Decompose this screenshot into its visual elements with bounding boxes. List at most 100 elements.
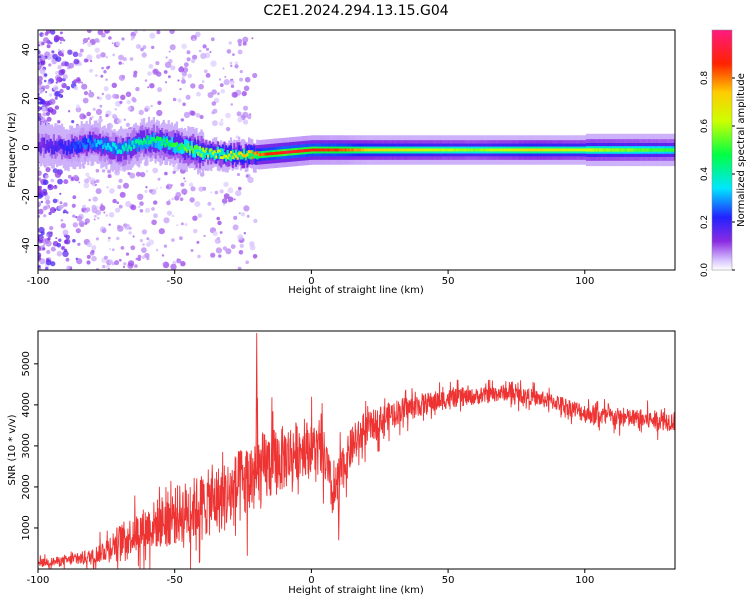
- spectrogram-noise-cell: [89, 59, 93, 63]
- snr-y-tick-label: 3000: [21, 433, 32, 458]
- spectrogram-ridge-cell: [467, 148, 470, 152]
- spectrogram-ridge-cell: [413, 148, 416, 152]
- spectrogram-ridge-cell: [229, 154, 233, 162]
- spectrogram-ridge-cell: [83, 145, 87, 150]
- spectrogram-noise-cell: [238, 42, 242, 47]
- spectrogram-ridge-cell: [141, 140, 144, 151]
- spectrogram-noise-cell: [82, 204, 86, 209]
- spectrogram-ridge-cell: [106, 143, 110, 148]
- spectrogram-noise-cell: [82, 97, 89, 104]
- spectrogram-noise-cell: [42, 179, 49, 186]
- spectrogram-ridge-cell: [546, 148, 549, 152]
- spectrogram-ridge-cell: [357, 148, 361, 152]
- spectrogram-ridge-cell: [243, 148, 246, 156]
- spectrogram-noise-cell: [51, 50, 55, 54]
- spectrogram-ridge-cell: [218, 149, 221, 153]
- spectrogram-ridge-cell: [513, 148, 516, 152]
- spectrogram-noise-cell: [150, 104, 153, 108]
- spectrogram-noise-cell: [117, 225, 124, 232]
- spectrogram-noise-cell: [223, 181, 229, 188]
- spectrogram-noise-cell: [190, 186, 196, 192]
- spectrogram-ridge-cell: [338, 148, 341, 152]
- spectrogram-ridge-cell: [261, 153, 264, 156]
- spectrogram-ridge-cell: [623, 148, 626, 152]
- spectrogram-y-tick-label: 0: [21, 144, 32, 150]
- spectrogram-noise-cell: [235, 135, 239, 139]
- spectrogram-noise-cell: [190, 83, 196, 89]
- spectrogram-noise-cell: [63, 202, 68, 207]
- spectrogram-noise-cell: [155, 187, 158, 190]
- spectrogram-ridge-cell: [203, 151, 206, 158]
- spectrogram-noise-cell: [40, 200, 43, 204]
- spectrogram-ridge-cell: [236, 156, 239, 160]
- spectrogram-ridge-cell: [556, 148, 559, 152]
- spectrogram-noise-cell: [118, 54, 124, 61]
- spectrogram-ridge-cell: [490, 148, 493, 152]
- spectrogram-ridge-cell: [262, 152, 265, 156]
- spectrogram-noise-cell: [56, 76, 63, 83]
- spectrogram-noise-cell: [232, 53, 235, 56]
- spectrogram-ridge-cell: [382, 148, 385, 152]
- spectrogram-noise-cell: [184, 180, 187, 183]
- spectrogram-noise-cell: [181, 188, 188, 195]
- spectrogram-noise-cell: [95, 74, 98, 77]
- spectrogram-noise-cell: [247, 115, 252, 120]
- snr-y-ticks: 1000 2000 3000 4000 5000: [21, 351, 38, 541]
- spectrogram-noise-cell: [67, 174, 72, 179]
- spectrogram-ridge-cell: [56, 141, 59, 146]
- spectrogram-noise-cell: [170, 65, 176, 71]
- spectrogram-noise-cell: [94, 47, 100, 53]
- spectrogram-noise-cell: [38, 105, 41, 112]
- spectrogram-ridge-cell: [633, 148, 636, 152]
- spectrogram-ridge-cell: [203, 149, 206, 153]
- spectrogram-ridge-cell: [441, 148, 444, 152]
- spectrogram-ridge-cell: [52, 134, 55, 152]
- spectrogram-ridge-cell: [433, 148, 436, 152]
- spectrogram-ridge-cell: [423, 148, 426, 152]
- spectrogram-ridge-cell: [561, 148, 564, 152]
- spectrogram-ridge-cell: [431, 148, 434, 152]
- spectrogram-ridge-cell: [528, 148, 531, 152]
- spectrogram-noise-cell: [38, 208, 44, 215]
- spectrogram-ridge-cell: [630, 148, 633, 152]
- spectrogram-noise-cell: [85, 207, 91, 213]
- spectrogram-ridge-cell: [139, 139, 142, 149]
- spectrogram-ridge-cell: [180, 144, 183, 155]
- spectrogram-noise-cell: [52, 198, 58, 204]
- spectrogram-noise-cell: [72, 222, 79, 228]
- spectrogram-ridge-cell: [325, 148, 328, 152]
- spectrogram-ridge-cell: [344, 148, 347, 152]
- spectrogram-noise-cell: [54, 184, 57, 188]
- spectrogram-ridge-cell: [543, 148, 546, 152]
- spectrogram-noise-cell: [197, 254, 201, 259]
- spectrogram-noise-cell: [221, 198, 228, 204]
- spectrogram-noise-cell: [45, 111, 51, 116]
- spectrogram-noise-cell: [93, 218, 96, 221]
- spectrogram-ridge-cell: [395, 148, 398, 152]
- spectrogram-noise-cell: [95, 108, 103, 115]
- spectrogram-noise-cell: [242, 36, 249, 43]
- spectrogram-y-tick-label: -40: [21, 237, 32, 253]
- snr-frame: [37, 330, 676, 570]
- spectrogram-ridge-cell: [631, 148, 634, 152]
- spectrogram-noise-cell: [55, 237, 58, 240]
- spectrogram-ridge-cell: [287, 150, 290, 154]
- spectrogram-ridge-cell: [495, 148, 498, 152]
- spectrogram-ridge-cell: [44, 133, 47, 152]
- snr-x-tick-label: -100: [27, 575, 50, 586]
- spectrogram-ridge-cell: [615, 148, 618, 152]
- spectrogram-ridge-cell: [602, 148, 605, 152]
- spectrogram-ridge-cell: [161, 141, 164, 146]
- colorbar-frame: [711, 29, 733, 271]
- spectrogram-ridge-cell: [225, 145, 228, 158]
- spectrogram-noise-cell: [58, 238, 62, 242]
- spectrogram-noise-cell: [106, 264, 110, 269]
- spectrogram-ridge-cell: [438, 148, 441, 152]
- spectrogram-ridge-cell: [256, 152, 259, 160]
- spectrogram-noise-cell: [171, 214, 175, 218]
- spectrogram-noise-cell: [114, 108, 117, 111]
- spectrogram-ridge-cell: [42, 137, 46, 148]
- spectrogram-noise-cell: [89, 117, 93, 121]
- spectrogram-ridge-cell: [205, 148, 208, 156]
- spectrogram-noise-cell: [71, 81, 74, 84]
